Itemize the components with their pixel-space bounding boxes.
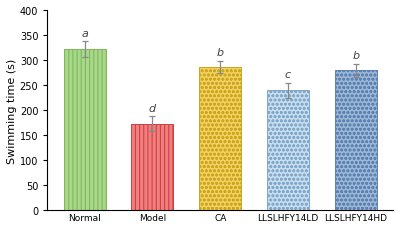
Bar bbox=[132, 124, 174, 210]
Text: b: b bbox=[217, 48, 224, 58]
Y-axis label: Swimming time (s): Swimming time (s) bbox=[7, 58, 17, 163]
Text: c: c bbox=[285, 70, 291, 80]
Bar bbox=[199, 67, 241, 210]
Text: d: d bbox=[149, 103, 156, 113]
Bar bbox=[64, 50, 106, 210]
Bar bbox=[267, 91, 309, 210]
Text: a: a bbox=[81, 29, 88, 39]
Text: b: b bbox=[352, 51, 359, 61]
Bar bbox=[335, 71, 377, 210]
